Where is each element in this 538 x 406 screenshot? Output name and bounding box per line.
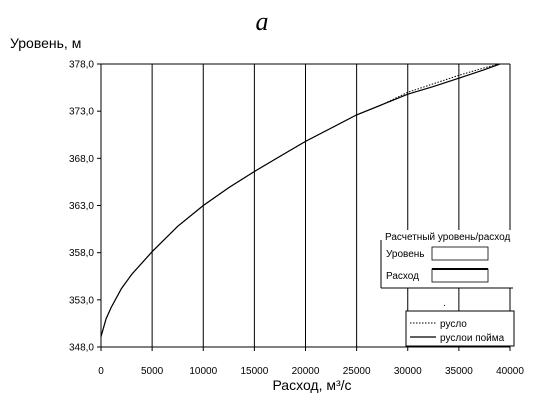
x-tick-label: 20000 bbox=[292, 366, 320, 377]
calc-flow-label: Расход bbox=[386, 271, 419, 282]
x-tick-label: 40000 bbox=[496, 366, 524, 377]
legend: русло руслои пойма bbox=[405, 310, 515, 347]
x-tick-label: 35000 bbox=[445, 366, 473, 377]
x-tick-label: 0 bbox=[98, 366, 104, 377]
grid-lines bbox=[151, 64, 511, 347]
y-axis-label: Уровень, м bbox=[10, 35, 81, 51]
x-tick-label: 10000 bbox=[189, 366, 217, 377]
chart-title: а bbox=[256, 7, 269, 36]
calc-level-label: Уровень bbox=[386, 249, 425, 260]
calc-level-field[interactable] bbox=[431, 246, 489, 261]
y-tick-label: 363,0 bbox=[69, 201, 94, 212]
y-tick-label: 368,0 bbox=[69, 154, 94, 165]
legend-box bbox=[405, 310, 515, 347]
y-tick-label: 358,0 bbox=[69, 248, 94, 259]
x-tick-label: 30000 bbox=[394, 366, 422, 377]
series-lines bbox=[100, 63, 501, 337]
calc-flow-field[interactable] bbox=[431, 268, 489, 283]
y-tick-label: 353,0 bbox=[69, 295, 94, 306]
calc-box: Расчетный уровень/расход Уровень Расход … bbox=[380, 230, 513, 309]
legend-label-rusio-poyma: руслои пойма bbox=[440, 333, 505, 344]
calc-box-dot: . bbox=[443, 298, 446, 309]
y-tick-label: 348,0 bbox=[69, 343, 94, 354]
x-tick-label: 5000 bbox=[141, 366, 164, 377]
x-tick-label: 15000 bbox=[240, 366, 268, 377]
y-tick-labels: 348,0 353,0 358,0 363,0 368,0 373,0 378,0 bbox=[69, 60, 101, 354]
x-tick-label: 25000 bbox=[343, 366, 371, 377]
y-tick-label: 378,0 bbox=[69, 60, 94, 71]
y-tick-label: 373,0 bbox=[69, 107, 94, 118]
series-line-0 bbox=[100, 63, 500, 337]
x-axis-label: Расход, м³/с bbox=[272, 377, 351, 393]
calc-box-title: Расчетный уровень/расход bbox=[385, 232, 511, 243]
series-line-1 bbox=[100, 63, 501, 337]
legend-label-rusio: русло bbox=[440, 319, 467, 330]
x-tick-labels: 0 5000 10000 15000 20000 25000 30000 35000 40000 bbox=[98, 347, 524, 377]
